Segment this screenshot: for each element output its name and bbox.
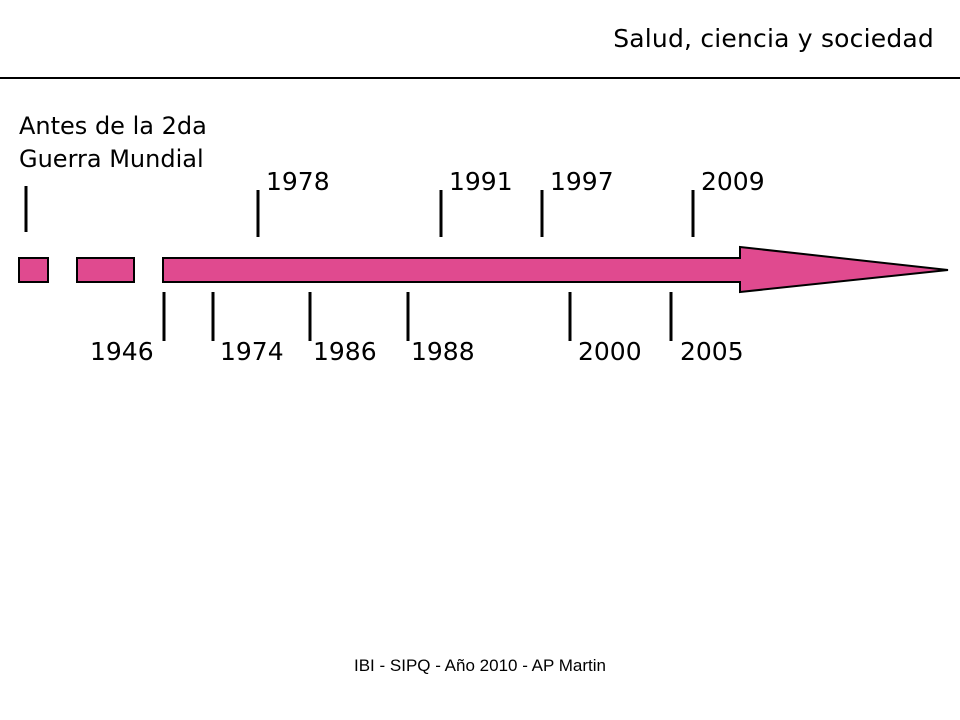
timeline-arrow [162, 245, 949, 294]
year-label-below-3: 1986 [313, 337, 377, 366]
timeline-segment-1 [18, 257, 49, 283]
header-title: Salud, ciencia y sociedad [613, 24, 934, 53]
year-label-above-3: 1997 [550, 167, 614, 196]
footer-credit: IBI - SIPQ - Año 2010 - AP Martin [354, 656, 606, 675]
year-label-above-1: 1978 [266, 167, 330, 196]
timeline-segment-2 [76, 257, 135, 283]
year-label-below-1: 1946 [90, 337, 154, 366]
year-label-below-4: 1988 [411, 337, 475, 366]
year-label-above-2: 1991 [449, 167, 513, 196]
pre-war-label-line-2: Guerra Mundial [19, 145, 204, 173]
year-label-below-6: 2005 [680, 337, 744, 366]
year-label-above-4: 2009 [701, 167, 765, 196]
year-label-below-5: 2000 [578, 337, 642, 366]
pre-war-label: Antes de la 2da Guerra Mundial [19, 110, 207, 176]
year-label-below-2: 1974 [220, 337, 284, 366]
pre-war-label-line-1: Antes de la 2da [19, 112, 207, 140]
header-divider [0, 77, 960, 79]
